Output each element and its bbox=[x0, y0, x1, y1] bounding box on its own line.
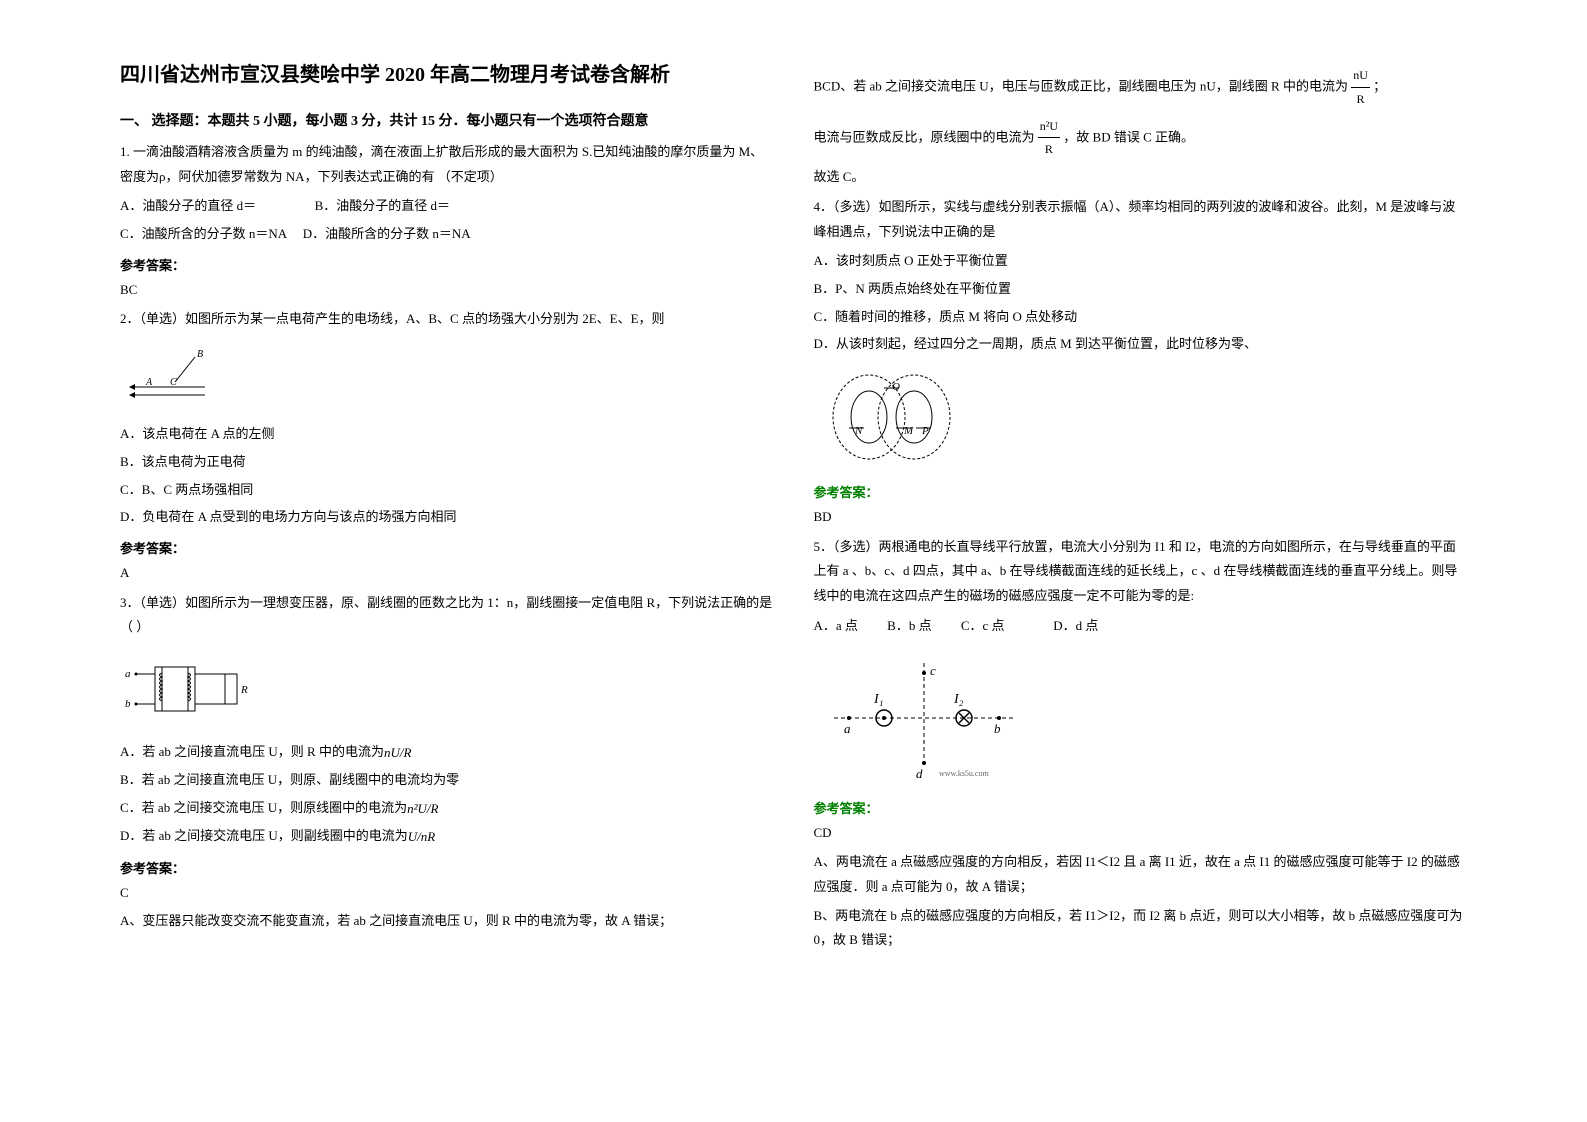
q5-optC: C．c 点 bbox=[961, 618, 1005, 633]
q4-answer-label: 参考答案： bbox=[814, 482, 1468, 501]
q4-optD: D．从该时刻起，经过四分之一周期，质点 M 到达平衡位置，此时位移为零、 bbox=[814, 332, 1468, 357]
label-M: M bbox=[903, 425, 914, 437]
q1-optD: D．油酸所含的分子数 n＝NA bbox=[303, 226, 471, 241]
label-b: b bbox=[994, 721, 1001, 736]
fraction-nU-R: nUR bbox=[1351, 64, 1370, 111]
q3-explain4: 故选 C。 bbox=[814, 165, 1468, 190]
section-heading: 一、 选择题：本题共 5 小题，每小题 3 分，共计 15 分．每小题只有一个选… bbox=[120, 110, 774, 130]
label-I1: I₁ bbox=[873, 692, 884, 707]
q1-options-row2: C．油酸所含的分子数 n＝NA D．油酸所含的分子数 n＝NA bbox=[120, 222, 774, 247]
label-c: c bbox=[930, 663, 936, 678]
transformer-diagram: a b R bbox=[120, 655, 270, 725]
label-I2: I₂ bbox=[953, 692, 964, 707]
q3-stem: 3．（单选）如图所示为一理想变压器，原、副线圈的匝数之比为 1：n，副线圈接一定… bbox=[120, 591, 774, 640]
label-N: N bbox=[854, 425, 863, 437]
q3-explain3: 电流与匝数成反比，原线圈中的电流为 n²UR ，故 BD 错误 C 正确。 bbox=[814, 115, 1468, 162]
q5-answer-label: 参考答案： bbox=[814, 798, 1468, 817]
label-C: C bbox=[170, 377, 177, 388]
q5-optB: B．b 点 bbox=[887, 618, 931, 633]
label-O: O bbox=[892, 381, 900, 393]
q1-answer: BC bbox=[120, 278, 774, 303]
q3-answer-label: 参考答案： bbox=[120, 858, 774, 877]
q3-optC: C．若 ab 之间接交流电压 U，则原线圈中的电流为n²U/R bbox=[120, 796, 774, 821]
q1-optC: C．油酸所含的分子数 n＝NA bbox=[120, 226, 286, 241]
q4-figure: O M N P bbox=[814, 367, 1468, 472]
q4-optA: A．该时刻质点 O 正处于平衡位置 bbox=[814, 249, 1468, 274]
parallel-wires-diagram: I₁ I₂ a b c d www.ks5u.com bbox=[814, 653, 1034, 783]
label-P: P bbox=[921, 425, 929, 437]
q5-optA: A．a 点 bbox=[814, 618, 858, 633]
right-column: BCD、若 ab 之间接交流电压 U，电压与匝数成正比，副线圈电压为 nU，副线… bbox=[794, 60, 1488, 1062]
label-A: A bbox=[145, 377, 153, 388]
q5-options: A．a 点 B．b 点 C．c 点 D．d 点 bbox=[814, 614, 1468, 639]
q2-optD: D．负电荷在 A 点受到的电场力方向与该点的场强方向相同 bbox=[120, 505, 774, 530]
watermark: www.ks5u.com bbox=[939, 769, 989, 778]
wave-interference-diagram: O M N P bbox=[814, 372, 974, 467]
fraction-n2U-R: n²UR bbox=[1038, 115, 1060, 162]
q3-answer: C bbox=[120, 881, 774, 906]
q2-figure: A B C bbox=[120, 342, 774, 412]
q4-optB: B．P、N 两质点始终处在平衡位置 bbox=[814, 277, 1468, 302]
q1-optB: B．油酸分子的直径 d＝ bbox=[315, 198, 450, 213]
q2-optB: B．该点电荷为正电荷 bbox=[120, 450, 774, 475]
left-column: 四川省达州市宣汉县樊哙中学 2020 年高二物理月考试卷含解析 一、 选择题：本… bbox=[100, 60, 794, 1062]
q2-answer: A bbox=[120, 561, 774, 586]
q5-stem: 5．（多选）两根通电的长直导线平行放置，电流大小分别为 I1 和 I2，电流的方… bbox=[814, 535, 1468, 609]
q5-explain1: A、两电流在 a 点磁感应强度的方向相反，若因 I1＜I2 且 a 离 I1 近… bbox=[814, 850, 1468, 899]
q2-answer-label: 参考答案： bbox=[120, 538, 774, 557]
q1-answer-label: 参考答案： bbox=[120, 255, 774, 274]
q3-explain2: BCD、若 ab 之间接交流电压 U，电压与匝数成正比，副线圈电压为 nU，副线… bbox=[814, 64, 1468, 111]
label-R: R bbox=[240, 684, 248, 696]
q3-optB: B．若 ab 之间接直流电压 U，则原、副线圈中的电流均为零 bbox=[120, 768, 774, 793]
q3-explain1: A、变压器只能改变交流不能变直流，若 ab 之间接直流电压 U，则 R 中的电流… bbox=[120, 909, 774, 934]
label-a: a bbox=[844, 721, 851, 736]
q1-stem: 1. 一滴油酸酒精溶液含质量为 m 的纯油酸，滴在液面上扩散后形成的最大面积为 … bbox=[120, 140, 774, 189]
field-lines-diagram: A B C bbox=[120, 347, 220, 407]
label-d: d bbox=[916, 766, 923, 781]
formula-UnR: U/nR bbox=[408, 825, 435, 850]
q4-optC: C．随着时间的推移，质点 M 将向 O 点处移动 bbox=[814, 305, 1468, 330]
q2-optA: A．该点电荷在 A 点的左侧 bbox=[120, 422, 774, 447]
q3-optD: D．若 ab 之间接交流电压 U，则副线圈中的电流为U/nR bbox=[120, 824, 774, 849]
q1-optA: A．油酸分子的直径 d＝ bbox=[120, 198, 256, 213]
q5-explain2: B、两电流在 b 点的磁感应强度的方向相反，若 I1＞I2，而 I2 离 b 点… bbox=[814, 904, 1468, 953]
label-a: a bbox=[125, 668, 131, 680]
q3-figure: a b R bbox=[120, 650, 774, 730]
q5-optD: D．d 点 bbox=[1053, 618, 1098, 633]
formula-n2UR: n²U/R bbox=[407, 797, 438, 822]
q1-options-row1: A．油酸分子的直径 d＝ B．油酸分子的直径 d＝ bbox=[120, 194, 774, 219]
q2-optC: C．B、C 两点场强相同 bbox=[120, 478, 774, 503]
label-B: B bbox=[197, 349, 203, 360]
formula-nUR: nU/R bbox=[384, 741, 411, 766]
q4-stem: 4．（多选）如图所示，实线与虚线分别表示振幅（A）、频率均相同的两列波的波峰和波… bbox=[814, 195, 1468, 244]
label-b: b bbox=[125, 698, 131, 710]
q3-optA: A．若 ab 之间接直流电压 U，则 R 中的电流为nU/R bbox=[120, 740, 774, 765]
q2-stem: 2．（单选）如图所示为某一点电荷产生的电场线，A、B、C 点的场强大小分别为 2… bbox=[120, 307, 774, 332]
q5-figure: I₁ I₂ a b c d www.ks5u.com bbox=[814, 648, 1468, 788]
q4-answer: BD bbox=[814, 505, 1468, 530]
q5-answer: CD bbox=[814, 821, 1468, 846]
exam-title: 四川省达州市宣汉县樊哙中学 2020 年高二物理月考试卷含解析 bbox=[120, 60, 774, 90]
